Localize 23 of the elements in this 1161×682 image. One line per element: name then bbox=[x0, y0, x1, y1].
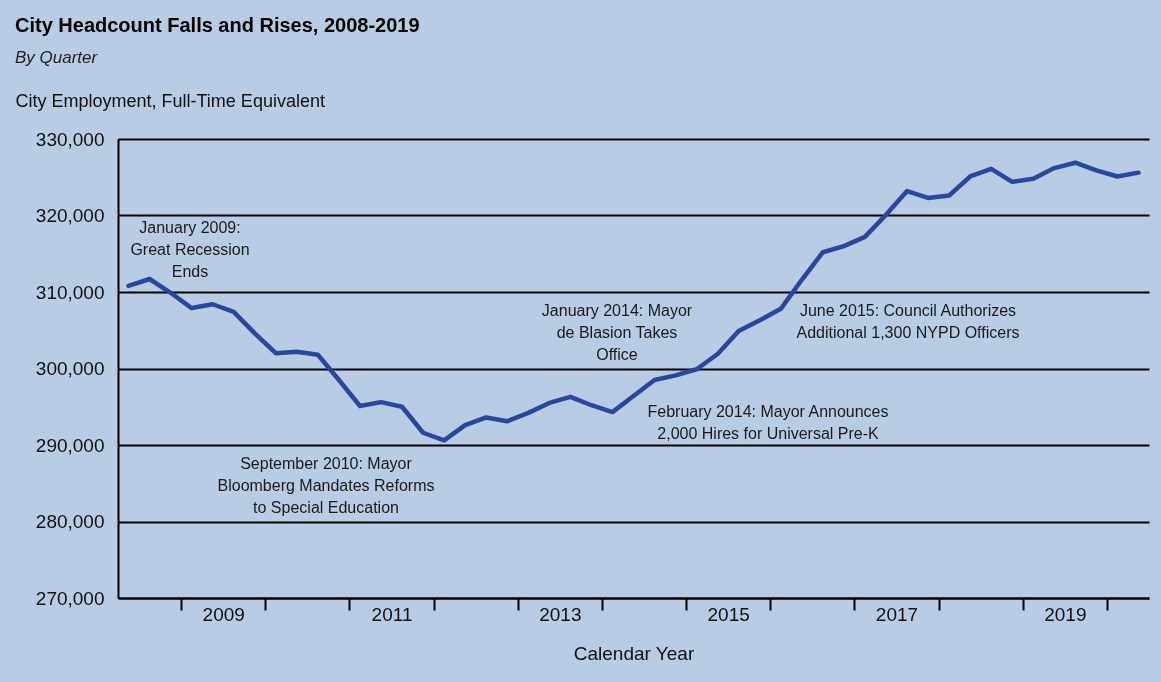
annotation: January 2009: Great Recession Ends bbox=[130, 219, 250, 280]
x-axis-title: Calendar Year bbox=[573, 642, 695, 664]
x-tick-label: 2011 bbox=[371, 603, 413, 625]
annotation: January 2014: Mayor de Blasion Takes Office bbox=[541, 302, 693, 363]
line-series bbox=[126, 160, 1141, 443]
annotation: February 2014: Mayor Announces 2,000 Hires for Universal Pre-K bbox=[647, 403, 889, 442]
y-tick-label: 310,000 bbox=[35, 281, 105, 303]
y-axis-title: City Employment, Full-Time Equivalent bbox=[15, 90, 325, 111]
x-tick-label: 2019 bbox=[1044, 603, 1087, 625]
x-tick-label: 2015 bbox=[707, 603, 750, 625]
y-tick-label: 270,000 bbox=[35, 587, 105, 609]
annotation: September 2010: Mayor Bloomberg Mandates Reforms to Special Education bbox=[217, 455, 435, 516]
y-tick-label: 280,000 bbox=[35, 511, 105, 532]
y-tick-label: 330,000 bbox=[35, 128, 105, 150]
x-tick-label: 2009 bbox=[202, 603, 245, 625]
chart-title: City Headcount Falls and Rises, 2008-2019 bbox=[15, 14, 420, 36]
y-tick-label: 320,000 bbox=[35, 205, 105, 226]
annotation: June 2015: Council Authorizes Additional 1,300 NYPD Officers bbox=[796, 302, 1020, 341]
x-tick-label: 2013 bbox=[539, 603, 582, 625]
x-tick-label: 2017 bbox=[875, 603, 919, 625]
y-tick-label: 290,000 bbox=[35, 434, 105, 456]
y-tick-label: 300,000 bbox=[35, 358, 105, 379]
chart-subtitle: By Quarter bbox=[15, 48, 99, 67]
